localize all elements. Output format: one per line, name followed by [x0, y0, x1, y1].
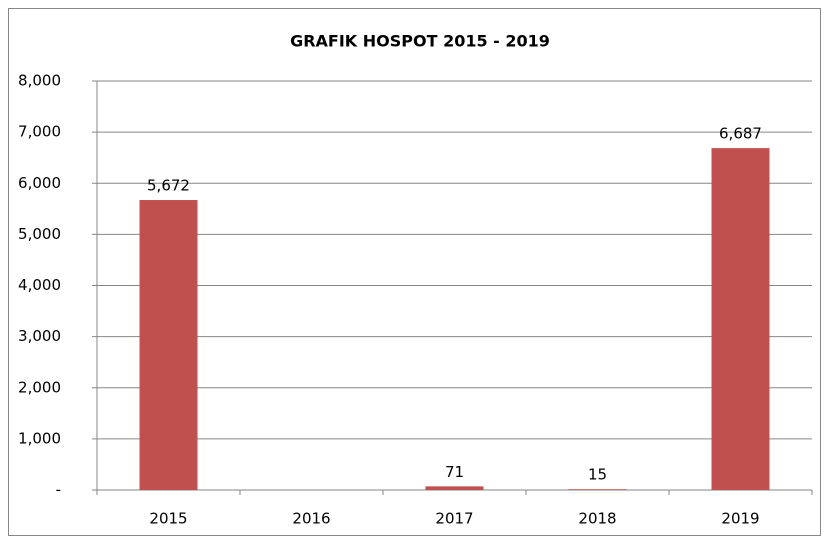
y-tick-label: 1,000: [18, 429, 61, 447]
y-tick-label: 8,000: [18, 72, 61, 90]
y-tick-label: 4,000: [18, 276, 61, 294]
chart-frame: [8, 8, 821, 536]
x-tick-label: 2018: [578, 510, 616, 528]
y-tick-label: -: [56, 481, 61, 499]
data-label: 15: [588, 466, 607, 484]
bar: [568, 489, 627, 490]
y-tick-label: 2,000: [18, 378, 61, 396]
x-tick-label: 2016: [292, 510, 330, 528]
x-tick-label: 2019: [721, 510, 759, 528]
data-label: 5,672: [147, 177, 190, 195]
bar: [139, 200, 198, 491]
x-tick-label: 2017: [435, 510, 473, 528]
bar: [425, 486, 484, 490]
data-label: 6,687: [719, 125, 762, 143]
y-tick-label: 6,000: [18, 174, 61, 192]
y-tick-label: 3,000: [18, 327, 61, 345]
bar: [711, 148, 770, 490]
x-tick-label: 2015: [149, 510, 187, 528]
data-label: 71: [445, 463, 464, 481]
y-tick-label: 5,000: [18, 225, 61, 243]
chart-title: GRAFIK HOSPOT 2015 - 2019: [290, 32, 550, 51]
y-tick-label: 7,000: [18, 123, 61, 141]
